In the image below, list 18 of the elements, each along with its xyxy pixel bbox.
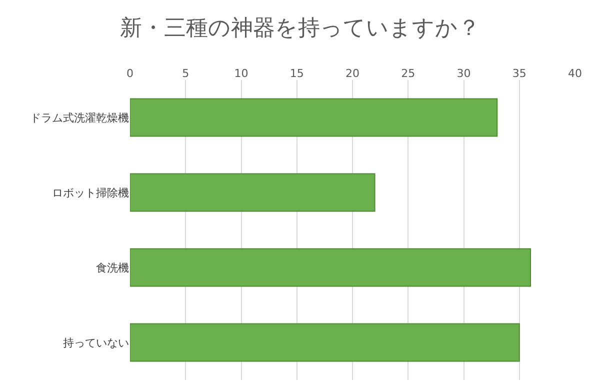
bar (130, 98, 498, 137)
bar (130, 323, 520, 362)
x-tick-label: 0 (126, 66, 134, 80)
x-tick-label: 10 (234, 66, 248, 80)
x-tick-label: 25 (401, 66, 416, 80)
y-tick-label: ドラム式洗濯乾燥機 (30, 111, 129, 124)
y-tick-label: 持っていない (63, 336, 129, 350)
chart-title: 新・三種の神器を持っていますか？ (120, 16, 480, 41)
y-tick-label: 食洗機 (96, 261, 129, 274)
x-tick-label: 40 (568, 66, 582, 80)
y-tick-label: ロボット掃除機 (52, 186, 129, 200)
x-tick-label: 5 (182, 66, 190, 80)
x-tick-label: 30 (456, 66, 471, 80)
x-tick-label: 15 (290, 66, 304, 80)
bar (130, 173, 376, 212)
bar (130, 248, 531, 287)
x-tick-label: 35 (512, 66, 526, 80)
x-tick-label: 20 (346, 66, 360, 80)
